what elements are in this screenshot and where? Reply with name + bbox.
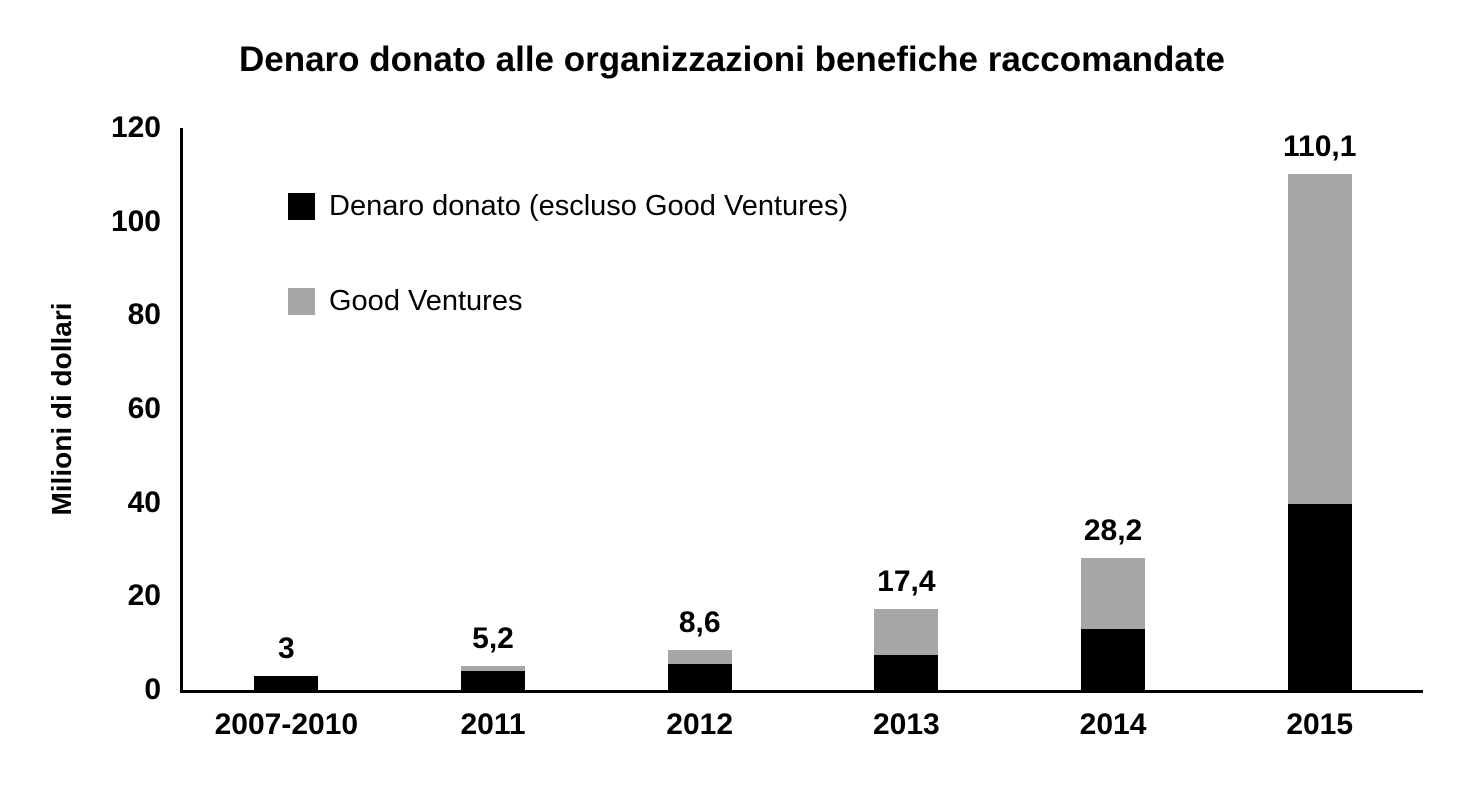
y-tick-label: 120 [110,111,161,144]
stacked-bar [461,665,525,690]
bar-segment-good-ventures [1081,557,1146,630]
bar-slot: 3 2007-2010 [183,128,390,741]
bar-slot: 110,1 2015 [1216,128,1423,741]
bar-value-label: 8,6 [678,605,721,639]
bars-row: 3 2007-2010 5,2 2011 8,6 2012 17,4 2013 28,2 2014… [183,128,1423,741]
stacked-bar [667,649,732,690]
legend-swatch-black-icon [288,193,315,220]
x-axis-label: 2015 [1286,708,1354,741]
y-tick-label: 20 [127,579,161,613]
y-tick-label: 80 [127,298,161,332]
bar-slot: 8,6 2012 [596,128,803,741]
stacked-bar [1081,557,1146,690]
bar-segment-good-ventures [1287,174,1352,505]
bar-value-label: 110,1 [1282,130,1357,164]
bar-value-label: 5,2 [472,621,514,655]
x-axis-label: 2012 [666,708,734,741]
bar-segment-donations [254,675,319,690]
x-axis-label: 2011 [460,708,526,741]
chart-title: Denaro donato alle organizzazioni benefi… [238,40,1226,79]
legend-label-good-ventures: Good Ventures [329,285,523,317]
legend-item-good-ventures: Good Ventures [288,285,848,318]
bar-segment-donations [1081,629,1146,690]
bar-slot: 17,4 2013 [803,128,1010,741]
bar-segment-donations [1287,504,1352,690]
bar-segment-donations [667,664,732,690]
legend: Denaro donato (escluso Good Ventures) Go… [288,190,848,318]
plot-area: 0 20 40 60 80 100 120 3 2007-2010 5,2 2011 8,6 2012… [111,111,1423,741]
bar-value-label: 17,4 [877,564,936,598]
bar-value-label: 3 [277,631,295,665]
stacked-bar [1287,174,1352,690]
legend-label-donations: Denaro donato (escluso Good Ventures) [329,190,849,222]
bar-segment-good-ventures [461,665,525,672]
bar-segment-good-ventures [874,608,939,655]
x-axis-label: 2007-2010 [214,708,359,741]
stacked-bar [254,675,319,690]
x-axis-label: 2013 [872,708,940,741]
x-axis-label: 2014 [1079,708,1147,741]
bar-value-label: 28,2 [1083,513,1143,547]
y-tick-label: 100 [110,204,161,238]
stacked-bar [874,608,939,690]
y-tick-label: 0 [144,673,161,706]
bar-slot: 5,2 2011 [390,128,597,741]
legend-item-donations: Denaro donato (escluso Good Ventures) [288,190,848,223]
y-axis-title: Milioni di dollari [46,302,77,516]
bar-slot: 28,2 2014 [1010,128,1217,741]
y-tick-label: 40 [127,485,161,519]
bar-segment-good-ventures [667,649,732,665]
legend-swatch-gray-icon [288,288,315,315]
bar-segment-donations [874,654,939,690]
y-tick-label: 60 [127,392,161,425]
bar-segment-donations [461,671,525,690]
